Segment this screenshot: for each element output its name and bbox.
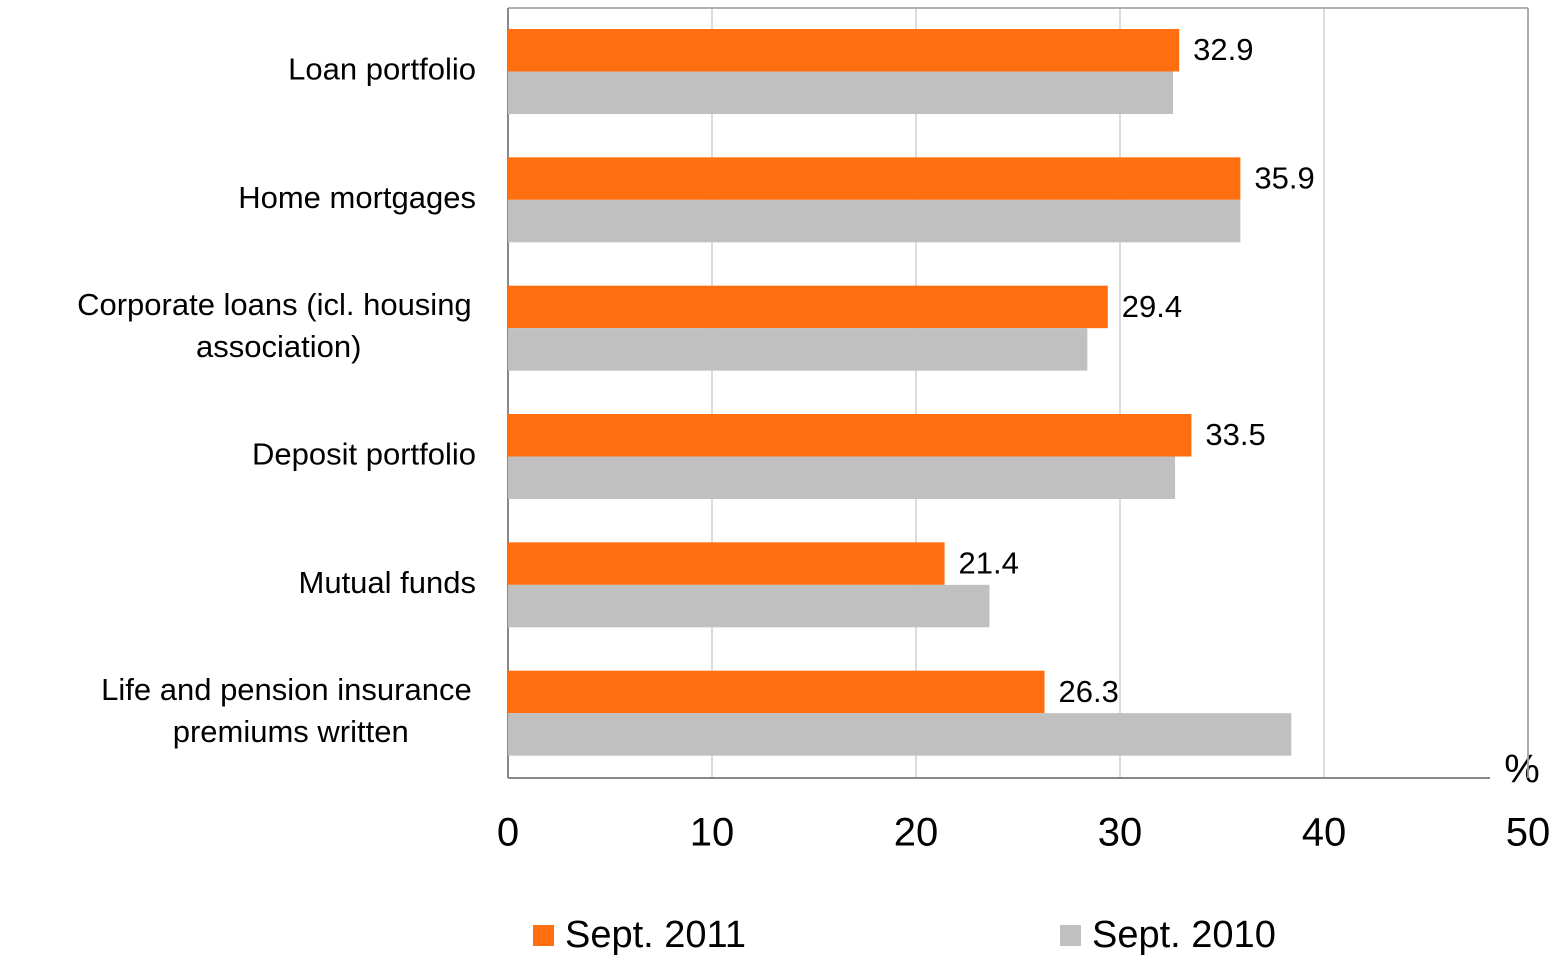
data-label: 32.9 [1193, 32, 1253, 67]
x-tick-label: 0 [497, 811, 519, 855]
y-tick-label: Life and pension insurance premiums writ… [101, 672, 480, 749]
data-label: 33.5 [1205, 417, 1265, 452]
y-tick-label: Deposit portfolio [252, 437, 476, 472]
bar [508, 157, 1241, 200]
y-tick-label: Corporate loans (icl. housing associatio… [77, 287, 480, 364]
bar [508, 670, 1045, 714]
label-line: association) [196, 329, 361, 364]
bar [508, 414, 1192, 457]
y-tick-label: Mutual funds [299, 565, 477, 600]
data-label: 21.4 [959, 546, 1019, 581]
bar [508, 542, 945, 585]
legend-label: Sept. 2010 [1092, 914, 1276, 956]
bar [508, 285, 1108, 329]
data-label: 26.3 [1059, 674, 1119, 709]
data-label: 29.4 [1122, 289, 1182, 324]
legend-swatch [1060, 925, 1081, 946]
bar [508, 199, 1241, 243]
x-tick-label: 50 [1506, 811, 1551, 855]
x-tick-label: 30 [1098, 811, 1143, 855]
y-tick-label: Home mortgages [238, 180, 476, 215]
data-label: 35.9 [1254, 161, 1314, 196]
x-axis-label: % [1504, 748, 1540, 792]
bar [508, 584, 990, 628]
y-tick-label: Loan portfolio [288, 52, 476, 87]
x-tick-label: 10 [690, 811, 735, 855]
x-tick-label: 20 [894, 811, 939, 855]
x-tick-label: 40 [1302, 811, 1347, 855]
bar [508, 328, 1088, 371]
bar [508, 71, 1174, 114]
bar [508, 29, 1180, 72]
legend-label: Sept. 2011 [565, 914, 746, 956]
label-line: Life and pension insurance [101, 672, 480, 707]
bar [508, 456, 1176, 499]
label-line: Corporate loans (icl. housing [77, 287, 480, 322]
bar [508, 713, 1292, 756]
label-line: premiums written [173, 714, 409, 749]
legend-swatch [533, 925, 554, 946]
